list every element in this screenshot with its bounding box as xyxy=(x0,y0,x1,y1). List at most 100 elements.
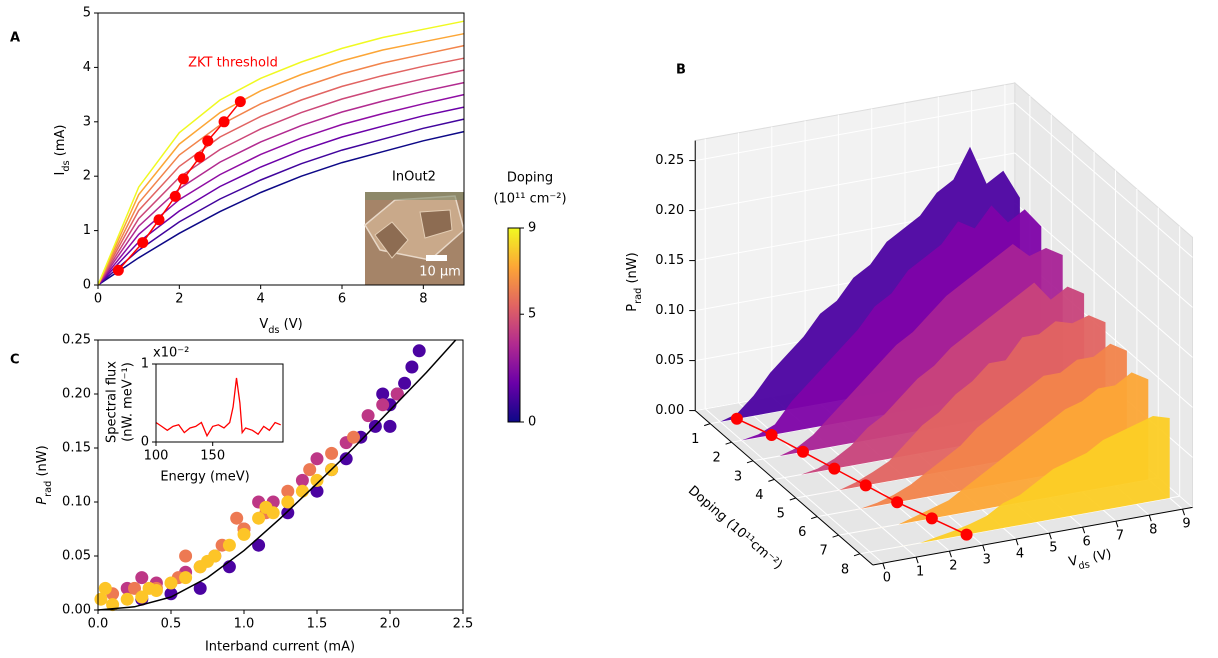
point xyxy=(135,571,149,585)
x-axis-label-part: V xyxy=(259,317,268,332)
axes-frame xyxy=(155,363,284,443)
colorbar-label: (10¹¹ cm⁻²) xyxy=(493,192,566,207)
y-tick-label: 6 xyxy=(798,525,806,540)
point xyxy=(281,495,295,509)
point xyxy=(252,538,266,552)
panel-label: A xyxy=(10,31,20,46)
z-tick-label: 0.15 xyxy=(655,253,684,268)
x-tick-label: 0.0 xyxy=(88,617,109,632)
scale-bar xyxy=(426,255,447,261)
y-tick-label: 3 xyxy=(83,114,91,129)
grid-line xyxy=(1014,152,1193,308)
point xyxy=(193,581,207,595)
y-tick-label: 0.20 xyxy=(62,387,91,402)
z-tick-label: 0.10 xyxy=(655,303,684,318)
y-tick-label: 5 xyxy=(777,507,785,522)
threshold-point xyxy=(112,264,124,276)
point xyxy=(230,511,244,525)
y-tick-label: 8 xyxy=(841,562,849,577)
x-tick-label: 0 xyxy=(94,292,102,307)
threshold-point xyxy=(177,173,189,185)
threshold-point xyxy=(137,237,149,249)
curves xyxy=(97,20,465,286)
curve xyxy=(97,81,465,286)
threshold-point xyxy=(202,135,214,147)
x-tick-label: 2.5 xyxy=(453,617,474,632)
x-tick xyxy=(1082,527,1086,534)
x-axis-label-part: ds xyxy=(268,325,279,336)
y-tick-label: 0 xyxy=(83,278,91,293)
grid-line xyxy=(695,152,1015,212)
point xyxy=(310,473,324,487)
colorbar-tick-label: 9 xyxy=(528,221,536,236)
y-tick-label: 0.25 xyxy=(62,333,91,348)
x-tick xyxy=(948,551,952,558)
x-axis-label: Vds (V) xyxy=(259,317,302,336)
point xyxy=(405,360,419,374)
x-axis-label: Interband current (mA) xyxy=(205,640,355,655)
x-tick-label: 2 xyxy=(949,559,957,574)
point xyxy=(128,581,141,595)
threshold-point xyxy=(765,429,778,441)
x-tick-label: 8 xyxy=(1149,523,1157,538)
point xyxy=(201,554,214,568)
point xyxy=(347,430,360,444)
inset-y-label: (nW. meV⁻¹) xyxy=(121,362,136,442)
curve xyxy=(97,32,465,286)
threshold-point xyxy=(796,445,809,458)
point xyxy=(303,463,317,477)
point xyxy=(222,538,236,552)
x-tick xyxy=(982,545,986,552)
grid-line xyxy=(1014,202,1193,358)
z-tick-label: 0.00 xyxy=(655,403,684,418)
y-axis xyxy=(694,410,874,566)
z-tick-label: 0.20 xyxy=(655,203,684,218)
x-tick-label: 2.0 xyxy=(380,617,401,632)
threshold-point xyxy=(859,479,872,492)
x-tick xyxy=(915,557,919,564)
point xyxy=(164,576,178,590)
x-axis-label-part: (V) xyxy=(1087,547,1113,566)
x-tick xyxy=(882,563,886,570)
axes-frame xyxy=(97,12,465,286)
y-tick-label: 4 xyxy=(83,60,91,75)
colorbar-label: Doping xyxy=(507,171,553,186)
x-tick xyxy=(1148,515,1152,522)
x-tick-label: 9 xyxy=(1182,517,1190,532)
y-tick-label: 2 xyxy=(712,451,720,466)
z-axis-label-part: P xyxy=(625,304,640,312)
y-tick xyxy=(704,423,711,427)
point xyxy=(281,484,295,498)
x-tick-label: 5 xyxy=(1049,541,1057,556)
x-tick-label: 4 xyxy=(1016,547,1024,562)
y-tick-label: 0 xyxy=(141,435,149,450)
annotation: ZKT threshold xyxy=(188,56,278,71)
spectrum xyxy=(155,377,281,438)
x-tick-label: 1 xyxy=(916,565,924,580)
x-tick-label: 100 xyxy=(144,449,169,464)
threshold-point xyxy=(194,151,206,163)
x-axis-label: Vds (V) xyxy=(1067,547,1113,574)
curve xyxy=(97,106,465,286)
plot-area xyxy=(156,364,283,442)
point xyxy=(259,500,273,514)
y-axis-label: Ids (mA) xyxy=(53,125,72,176)
y-tick-label: 0.10 xyxy=(62,495,91,510)
z-tick-label: 0.05 xyxy=(655,353,684,368)
grid-line xyxy=(704,408,884,564)
y-tick-label: 7 xyxy=(819,544,827,559)
x-tick-label: 6 xyxy=(338,292,346,307)
point xyxy=(252,511,266,525)
point xyxy=(325,446,339,460)
x-tick-label: 6 xyxy=(1082,535,1090,550)
axes-frame xyxy=(97,339,464,611)
y-axis-label-part: rad xyxy=(43,481,54,497)
y-tick-label: 0.05 xyxy=(62,549,91,564)
y-tick-label: 1 xyxy=(691,432,699,447)
point xyxy=(179,571,193,585)
z-axis-label: Prad (nW) xyxy=(625,252,644,311)
point xyxy=(376,398,390,412)
y-tick xyxy=(768,478,775,482)
curve xyxy=(97,20,465,286)
ridge xyxy=(870,416,1170,552)
